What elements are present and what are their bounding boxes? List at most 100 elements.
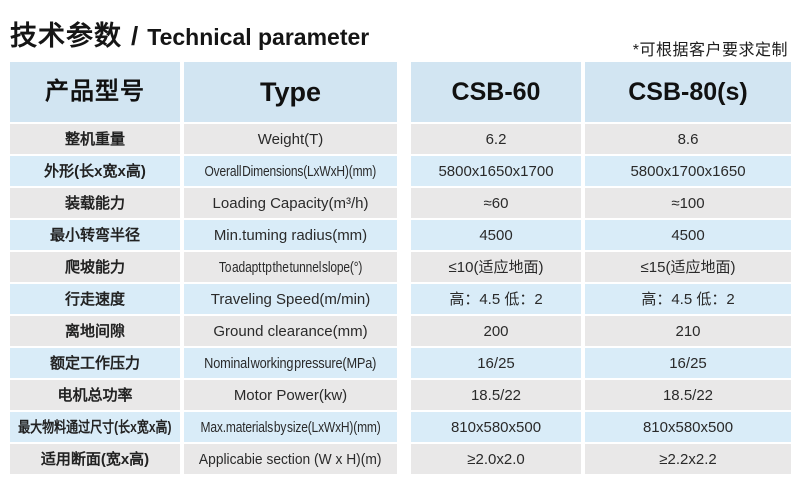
value-csb80: 5800x1700x1650 (585, 156, 791, 186)
param-name-cn: 离地间隙 (10, 316, 180, 346)
header-model-csb60: CSB-60 (411, 62, 581, 122)
cell-text: ≈100 (671, 194, 705, 212)
cell-text: Overall Dimensions(LxWxH)(mm) (204, 162, 377, 180)
param-name-cn: 外形(长x宽x高) (10, 156, 180, 186)
cell-text: Traveling Speed(m/min) (210, 290, 371, 308)
header-text: Type (259, 76, 321, 107)
cell-text: 200 (483, 322, 509, 340)
cell-text: To adapt tp the tunnel slope(°) (218, 258, 363, 276)
cell-text: 最小转弯半径 (49, 226, 140, 244)
cell-text: 5800x1650x1700 (438, 162, 554, 180)
value-csb60: 高：4.5 低：2 (411, 284, 581, 314)
header-param-cn: 产品型号 (10, 62, 180, 122)
param-name-cn: 行走速度 (10, 284, 180, 314)
cell-text: 16/25 (477, 354, 515, 372)
table-row-ground-clearance: 离地间隙 Ground clearance(mm) 200 210 (10, 316, 791, 346)
table-body: 整机重量 Weight(T) 6.2 8.6 外形(长x宽x高) Overall… (10, 124, 791, 474)
page-title-cn: 技术参数 (10, 21, 122, 51)
value-csb60: 200 (411, 316, 581, 346)
header-text: 产品型号 (45, 78, 145, 105)
page-title-separator: / (131, 21, 139, 51)
cell-text: 高：4.5 低：2 (641, 290, 735, 308)
table-row-turning-radius: 最小转弯半径 Min.tuming radius(mm) 4500 4500 (10, 220, 791, 250)
cell-text: 行走速度 (64, 290, 125, 308)
param-name-cn: 装载能力 (10, 188, 180, 218)
param-name-en: Nominal working pressure(MPa) (184, 348, 397, 378)
cell-text: 额定工作压力 (49, 354, 140, 372)
value-csb80: ≤15(适应地面) (585, 252, 791, 282)
value-csb60: 5800x1650x1700 (411, 156, 581, 186)
table-row-max-material-size: 最大物料通过尺寸(长x宽x高) Max.materials by size(Lx… (10, 412, 791, 442)
value-csb80: 4500 (585, 220, 791, 250)
cell-text: 18.5/22 (470, 386, 522, 404)
table-row-dimensions: 外形(长x宽x高) Overall Dimensions(LxWxH)(mm) … (10, 156, 791, 186)
param-name-en: To adapt tp the tunnel slope(°) (184, 252, 397, 282)
param-name-en: Overall Dimensions(LxWxH)(mm) (184, 156, 397, 186)
param-name-cn: 适用断面(宽x高) (10, 444, 180, 474)
technical-parameter-table: 产品型号 Type CSB-60 CSB-80(s) 整机重量 Weight(T… (10, 62, 791, 476)
table-row-traveling-speed: 行走速度 Traveling Speed(m/min) 高：4.5 低：2 高：… (10, 284, 791, 314)
param-name-en: Ground clearance(mm) (184, 316, 397, 346)
cell-text: 爬坡能力 (64, 258, 125, 276)
cell-text: 最大物料通过尺寸(长x宽x高) (18, 418, 172, 436)
param-name-cn: 整机重量 (10, 124, 180, 154)
cell-text: ≥2.0x2.0 (467, 450, 525, 468)
value-csb60: ≤10(适应地面) (411, 252, 581, 282)
cell-text: ≥2.2x2.2 (659, 450, 717, 468)
param-name-en: Weight(T) (184, 124, 397, 154)
cell-text: Min.tuming radius(mm) (213, 226, 368, 244)
cell-text: Motor Power(kw) (233, 386, 348, 404)
cell-text: 装载能力 (64, 194, 125, 212)
param-name-en: Motor Power(kw) (184, 380, 397, 410)
param-name-cn: 最小转弯半径 (10, 220, 180, 250)
cell-text: 5800x1700x1650 (630, 162, 746, 180)
header-text: CSB-80(s) (628, 77, 748, 106)
cell-text: ≤10(适应地面) (448, 258, 544, 276)
cell-text: 4500 (479, 226, 513, 244)
value-csb80: 16/25 (585, 348, 791, 378)
header-param-en: Type (184, 62, 397, 122)
cell-text: 整机重量 (64, 130, 125, 148)
value-csb60: 18.5/22 (411, 380, 581, 410)
param-name-en: Loading Capacity(m³/h) (184, 188, 397, 218)
cell-text: ≤15(适应地面) (640, 258, 736, 276)
cell-text: ≈60 (483, 194, 509, 212)
param-name-en: Min.tuming radius(mm) (184, 220, 397, 250)
cell-text: Weight(T) (257, 130, 324, 148)
cell-text: 离地间隙 (64, 322, 125, 340)
param-name-cn: 电机总功率 (10, 380, 180, 410)
cell-text: 6.2 (485, 130, 507, 148)
value-csb60: 4500 (411, 220, 581, 250)
param-name-cn: 爬坡能力 (10, 252, 180, 282)
cell-text: Max.materials by size(LxWxH)(mm) (200, 418, 381, 436)
table-header-row: 产品型号 Type CSB-60 CSB-80(s) (10, 62, 791, 122)
param-name-en: Max.materials by size(LxWxH)(mm) (184, 412, 397, 442)
value-csb60: 16/25 (411, 348, 581, 378)
cell-text: Loading Capacity(m³/h) (212, 194, 369, 212)
value-csb80: 810x580x500 (585, 412, 791, 442)
table-row-working-pressure: 额定工作压力 Nominal working pressure(MPa) 16/… (10, 348, 791, 378)
cell-text: 210 (675, 322, 701, 340)
table-row-loading-capacity: 装载能力 Loading Capacity(m³/h) ≈60 ≈100 (10, 188, 791, 218)
cell-text: 16/25 (669, 354, 707, 372)
page-title-en: Technical parameter (147, 24, 370, 50)
cell-text: 适用断面(宽x高) (40, 450, 150, 468)
value-csb60: ≈60 (411, 188, 581, 218)
cell-text: 4500 (671, 226, 705, 244)
cell-text: 电机总功率 (57, 386, 133, 404)
param-name-en: Applicabie section (W x H)(m) (184, 444, 397, 474)
cell-text: 18.5/22 (662, 386, 714, 404)
value-csb60: 6.2 (411, 124, 581, 154)
cell-text: 810x580x500 (450, 418, 542, 436)
cell-text: Nominal working pressure(MPa) (204, 354, 377, 372)
value-csb60: ≥2.0x2.0 (411, 444, 581, 474)
param-name-en: Traveling Speed(m/min) (184, 284, 397, 314)
table-row-weight: 整机重量 Weight(T) 6.2 8.6 (10, 124, 791, 154)
value-csb80: ≈100 (585, 188, 791, 218)
cell-text: Ground clearance(mm) (213, 322, 368, 340)
cell-text: Applicabie section (W x H)(m) (199, 450, 382, 468)
value-csb80: 高：4.5 低：2 (585, 284, 791, 314)
customization-note: *可根据客户要求定制 (632, 42, 788, 59)
cell-text: 810x580x500 (642, 418, 734, 436)
